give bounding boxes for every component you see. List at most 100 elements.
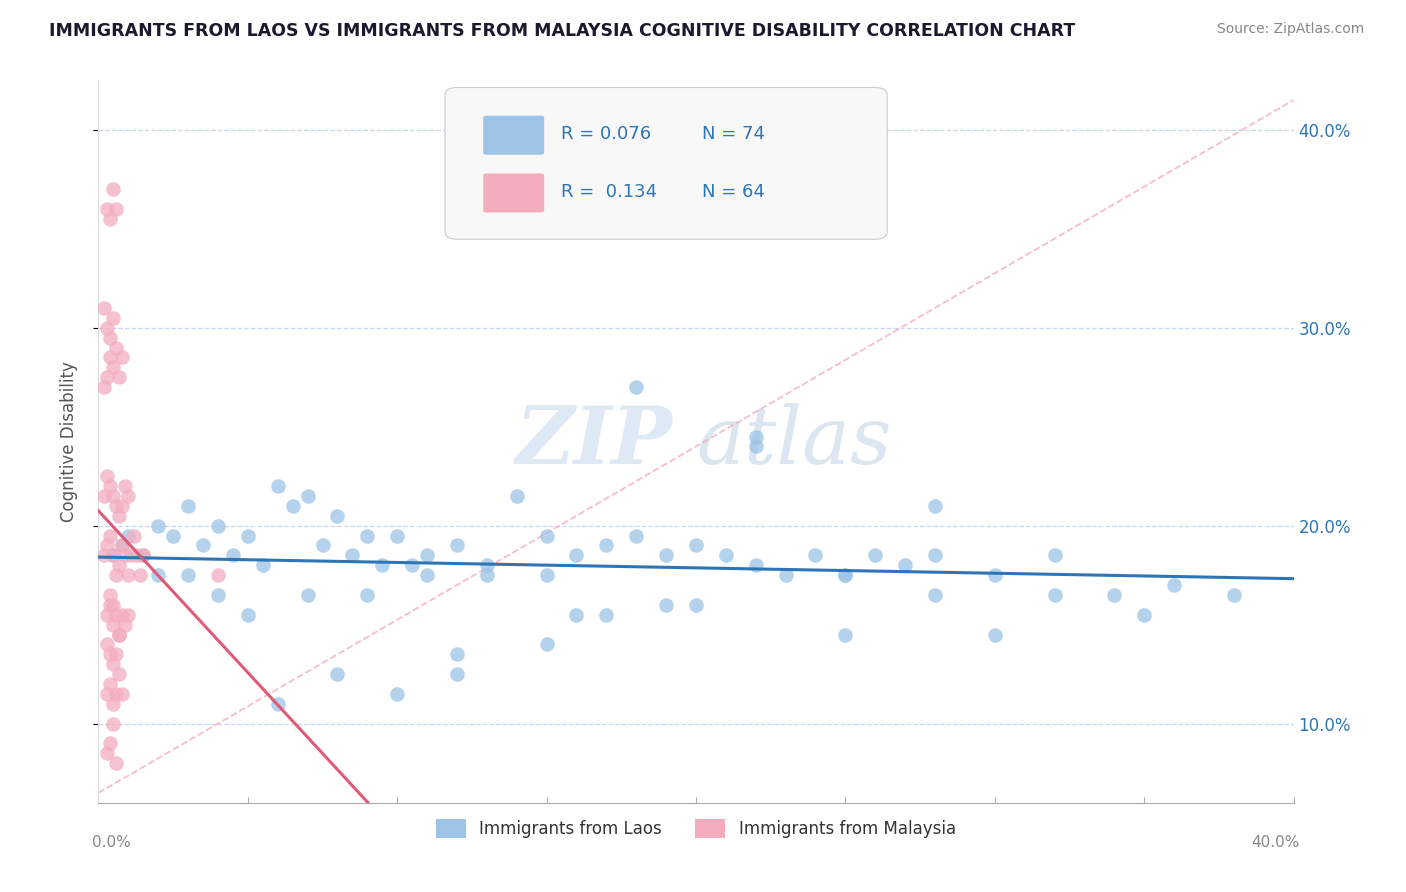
Point	[105, 756, 128, 771]
Legend: Immigrants from Laos, Immigrants from Malaysia: Immigrants from Laos, Immigrants from Ma…	[429, 813, 963, 845]
Point	[98, 479, 122, 493]
Point	[1043, 549, 1066, 563]
Point	[252, 558, 274, 573]
Point	[108, 627, 131, 641]
Point	[326, 508, 349, 523]
Point	[120, 549, 142, 563]
Point	[655, 549, 678, 563]
Point	[356, 528, 378, 542]
Point	[96, 202, 118, 216]
Point	[114, 479, 136, 493]
Point	[536, 568, 558, 582]
Point	[111, 687, 134, 701]
Point	[103, 697, 125, 711]
Point	[132, 549, 155, 563]
Point	[96, 607, 118, 622]
FancyBboxPatch shape	[484, 173, 544, 212]
Point	[96, 370, 118, 384]
Point	[834, 568, 856, 582]
Point	[105, 687, 128, 701]
Text: ZIP: ZIP	[515, 403, 672, 480]
Text: IMMIGRANTS FROM LAOS VS IMMIGRANTS FROM MALAYSIA COGNITIVE DISABILITY CORRELATIO: IMMIGRANTS FROM LAOS VS IMMIGRANTS FROM …	[49, 22, 1076, 40]
Point	[356, 588, 378, 602]
Point	[108, 558, 131, 573]
Point	[1104, 588, 1126, 602]
Point	[114, 617, 136, 632]
Point	[342, 549, 364, 563]
Point	[894, 558, 917, 573]
Point	[626, 528, 648, 542]
Point	[565, 607, 588, 622]
Point	[111, 539, 134, 553]
Point	[401, 558, 423, 573]
Point	[924, 549, 946, 563]
FancyBboxPatch shape	[446, 87, 887, 239]
Point	[96, 747, 118, 761]
Point	[506, 489, 529, 503]
Point	[96, 687, 118, 701]
Point	[267, 697, 290, 711]
Point	[804, 549, 827, 563]
Point	[148, 518, 170, 533]
Point	[98, 736, 122, 750]
Point	[129, 568, 152, 582]
Point	[103, 549, 125, 563]
Point	[416, 568, 439, 582]
Point	[103, 657, 125, 672]
Text: R =  0.134: R = 0.134	[561, 183, 657, 202]
Point	[236, 528, 259, 542]
Point	[117, 528, 139, 542]
Text: R = 0.076: R = 0.076	[561, 126, 651, 144]
Point	[446, 648, 468, 662]
Point	[117, 568, 139, 582]
Point	[475, 568, 498, 582]
Text: atlas: atlas	[696, 403, 891, 480]
Point	[103, 182, 125, 196]
Point	[132, 549, 155, 563]
Point	[834, 627, 856, 641]
Point	[1223, 588, 1246, 602]
Point	[93, 549, 115, 563]
Point	[714, 549, 737, 563]
Point	[745, 558, 768, 573]
Text: N = 74: N = 74	[702, 126, 765, 144]
Point	[207, 568, 229, 582]
Point	[655, 598, 678, 612]
Point	[775, 568, 797, 582]
Point	[103, 598, 125, 612]
Text: 0.0%: 0.0%	[93, 835, 131, 850]
Point	[108, 667, 131, 681]
Point	[103, 716, 125, 731]
Text: N = 64: N = 64	[702, 183, 765, 202]
Point	[207, 588, 229, 602]
Point	[108, 627, 131, 641]
Point	[98, 351, 122, 365]
Point	[105, 568, 128, 582]
Point	[127, 549, 149, 563]
Point	[108, 508, 131, 523]
Point	[96, 539, 118, 553]
Point	[595, 607, 617, 622]
Point	[536, 637, 558, 651]
Point	[108, 370, 131, 384]
Point	[98, 588, 122, 602]
Point	[207, 518, 229, 533]
Point	[96, 320, 118, 334]
Point	[984, 627, 1007, 641]
Point	[595, 539, 617, 553]
Point	[446, 539, 468, 553]
Point	[103, 549, 125, 563]
Point	[326, 667, 349, 681]
Point	[162, 528, 184, 542]
Point	[177, 499, 200, 513]
Point	[281, 499, 304, 513]
Point	[446, 667, 468, 681]
Point	[103, 617, 125, 632]
Point	[565, 549, 588, 563]
Point	[93, 489, 115, 503]
Point	[105, 499, 128, 513]
Point	[114, 549, 136, 563]
Point	[103, 360, 125, 375]
Point	[98, 330, 122, 344]
Point	[475, 558, 498, 573]
